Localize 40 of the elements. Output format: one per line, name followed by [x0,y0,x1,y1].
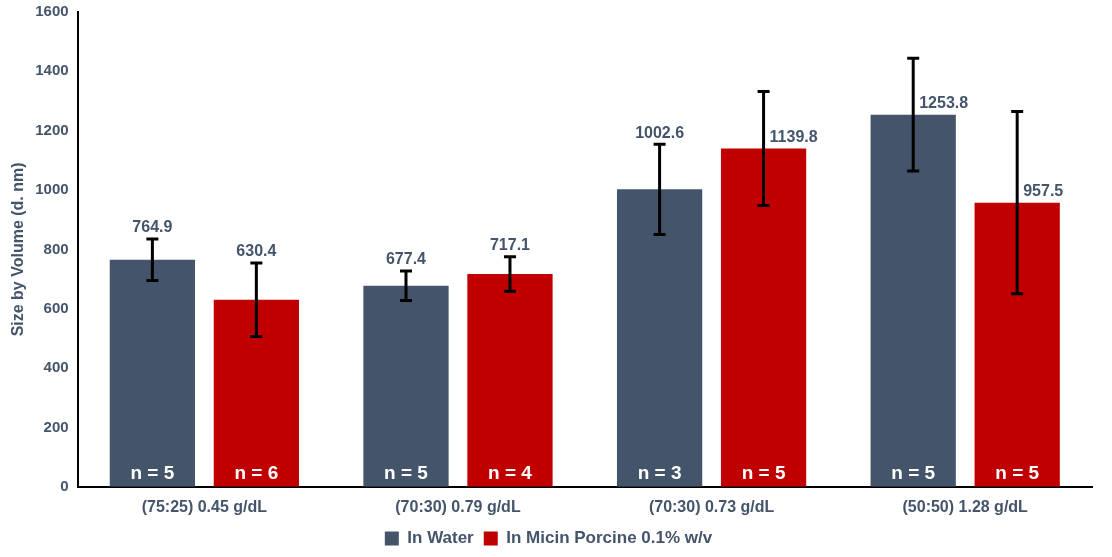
data-label: 717.1 [489,236,531,254]
y-tick-label: 1600 [35,2,69,20]
annotation: n = 5 [741,461,786,483]
legend-label: In Micin Porcine 0.1% w/v [506,528,713,548]
y-tick-label: 400 [43,358,69,376]
y-tick-label: 1400 [35,61,69,79]
x-tick-label: (70:30) 0.73 g/dL [648,497,775,515]
data-label: 1253.8 [919,94,969,112]
bar [616,189,703,487]
annotation: n = 5 [130,461,175,483]
annotation: n = 5 [891,461,936,483]
bar [974,202,1060,487]
y-tick-label: 800 [43,239,69,257]
bar [213,299,299,487]
data-label: 1002.6 [635,123,685,141]
y-tick-label: 0 [60,476,69,494]
bar [109,259,196,487]
data-label: 764.9 [132,218,173,236]
annotation: n = 4 [488,461,533,483]
legend-label: In Water [407,528,475,548]
y-axis-title: Size by Volume (d. nm) [9,162,27,337]
x-tick-label: (75:25) 0.45 g/dL [141,497,268,515]
annotation: n = 5 [995,461,1040,483]
y-tick-label: 1200 [35,120,69,138]
bar [870,114,956,487]
bar [363,285,449,487]
y-tick-label: 1000 [35,180,69,198]
bar [467,274,553,487]
bar [720,148,807,487]
annotation: n = 6 [234,461,279,483]
x-tick-label: (70:30) 0.79 g/dL [395,497,521,515]
annotation: n = 5 [384,461,429,483]
data-label: 1139.8 [769,127,818,145]
data-label: 630.4 [236,242,277,260]
y-tick-label: 600 [43,298,69,316]
data-label: 957.5 [1023,182,1064,200]
annotation: n = 3 [637,461,682,483]
x-tick-label: (50:50) 1.28 g/dL [902,497,1029,515]
data-label: 677.4 [385,250,427,268]
y-tick-label: 200 [43,417,69,435]
